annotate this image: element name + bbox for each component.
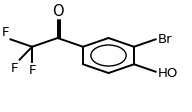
- Text: F: F: [2, 26, 9, 39]
- Text: Br: Br: [157, 33, 172, 46]
- Text: F: F: [11, 61, 18, 74]
- Text: O: O: [52, 4, 63, 19]
- Text: F: F: [28, 63, 36, 76]
- Text: HO: HO: [157, 66, 178, 79]
